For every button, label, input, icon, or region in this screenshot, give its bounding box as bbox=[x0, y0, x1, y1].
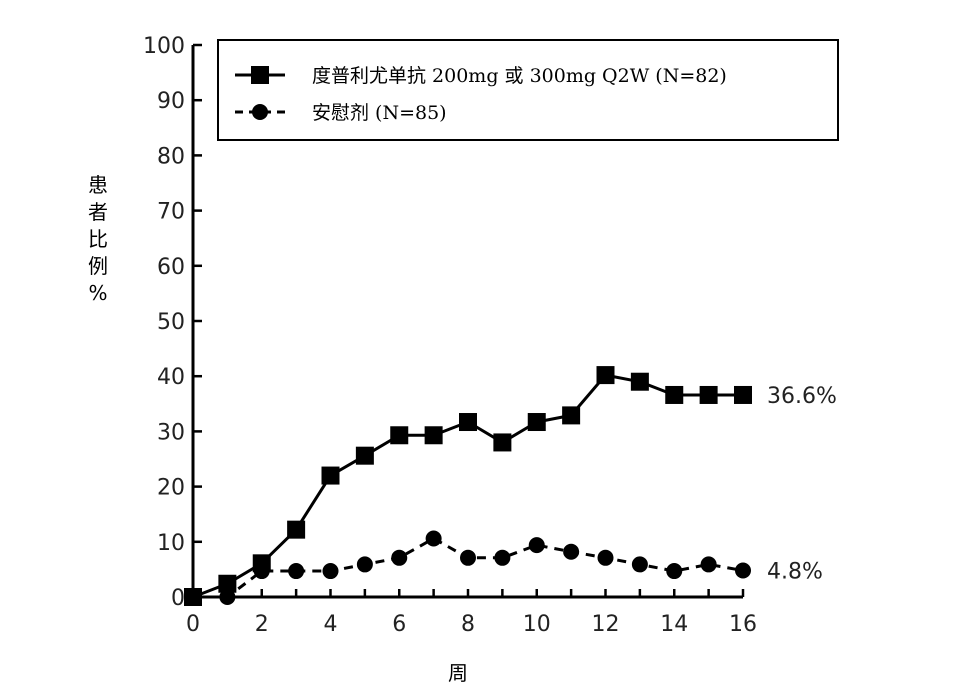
y-tick-label-50: 50 bbox=[157, 310, 185, 335]
x-tick-label-10: 10 bbox=[523, 612, 551, 637]
data-point-circle bbox=[631, 556, 648, 573]
end-label-0: 36.6% bbox=[767, 384, 837, 409]
data-point-circle bbox=[700, 556, 717, 573]
data-point-circle bbox=[356, 556, 373, 573]
end-label-1: 4.8% bbox=[767, 560, 823, 585]
legend: 度普利尤单抗 200mg 或 300mg Q2W (N=82) 安慰剂 (N=8… bbox=[217, 39, 839, 141]
x-tick-label-4: 4 bbox=[324, 612, 338, 637]
y-tick-label-60: 60 bbox=[157, 255, 185, 280]
y-tick-label-30: 30 bbox=[157, 420, 185, 445]
axes: 0 10 20 30 40 50 60 70 80 90 100 0 2 4 6 8 10 12 14 16 bbox=[143, 34, 757, 637]
x-tick-label-6: 6 bbox=[392, 612, 406, 637]
x-tick-label-2: 2 bbox=[255, 612, 269, 637]
data-point-square bbox=[218, 574, 237, 593]
data-point-circle bbox=[391, 549, 408, 566]
x-tick-label-8: 8 bbox=[461, 612, 475, 637]
y-axis-title-char: % bbox=[88, 281, 107, 305]
data-point-circle bbox=[563, 543, 580, 560]
data-point-square bbox=[321, 466, 340, 485]
x-tick-label-14: 14 bbox=[660, 612, 688, 637]
y-tick-label-10: 10 bbox=[157, 531, 185, 556]
series-layer: 36.6% 4.8% bbox=[184, 366, 837, 606]
legend-label-1: 度普利尤单抗 200mg 或 300mg Q2W (N=82) bbox=[312, 65, 727, 87]
y-tick-label-20: 20 bbox=[157, 476, 185, 501]
y-axis-title-char: 例 bbox=[88, 254, 108, 278]
data-point-square bbox=[459, 413, 477, 432]
data-point-circle bbox=[528, 537, 545, 554]
data-point-circle bbox=[460, 549, 476, 566]
y-tick-label-0: 0 bbox=[171, 586, 185, 611]
data-point-square bbox=[596, 366, 615, 385]
data-point-circle bbox=[666, 563, 683, 580]
data-point-square bbox=[699, 385, 718, 404]
x-tick-label-16: 16 bbox=[729, 612, 757, 637]
x-tick-label-12: 12 bbox=[592, 612, 620, 637]
legend-marker-square bbox=[251, 66, 269, 84]
data-point-square bbox=[355, 446, 374, 465]
series-line-1 bbox=[193, 536, 744, 599]
y-axis-title-char: 患 bbox=[88, 173, 108, 197]
data-point-circle bbox=[219, 589, 236, 605]
y-tick-label-70: 70 bbox=[157, 200, 185, 225]
data-point-circle bbox=[425, 530, 442, 547]
data-point-circle bbox=[597, 549, 614, 566]
data-point-square bbox=[734, 385, 752, 404]
data-point-circle bbox=[253, 563, 270, 580]
legend-box bbox=[217, 39, 839, 141]
data-point-circle bbox=[288, 563, 305, 580]
data-point-square bbox=[630, 372, 649, 391]
data-point-circle bbox=[322, 563, 339, 580]
y-tick-label-90: 90 bbox=[157, 89, 185, 114]
y-tick-label-80: 80 bbox=[157, 144, 185, 169]
y-tick-label-100: 100 bbox=[143, 34, 185, 59]
y-axis-title-char: 者 bbox=[88, 200, 108, 224]
x-tick-label-0: 0 bbox=[186, 612, 200, 637]
legend-marker-circle bbox=[252, 104, 268, 120]
data-point-square bbox=[390, 426, 409, 445]
data-point-square bbox=[665, 385, 684, 404]
y-tick-label-40: 40 bbox=[157, 365, 185, 390]
y-axis-title-char: 比 bbox=[88, 227, 108, 251]
data-point-square bbox=[424, 426, 443, 445]
legend-label-2: 安慰剂 (N=85) bbox=[312, 102, 447, 124]
data-point-circle bbox=[494, 549, 511, 566]
data-point-circle bbox=[735, 562, 751, 579]
data-point-circle bbox=[185, 589, 201, 605]
data-point-square bbox=[527, 413, 546, 432]
data-point-square bbox=[562, 406, 581, 425]
x-axis-title: 周 bbox=[448, 661, 468, 685]
data-point-square bbox=[287, 520, 306, 539]
data-point-square bbox=[493, 433, 512, 452]
